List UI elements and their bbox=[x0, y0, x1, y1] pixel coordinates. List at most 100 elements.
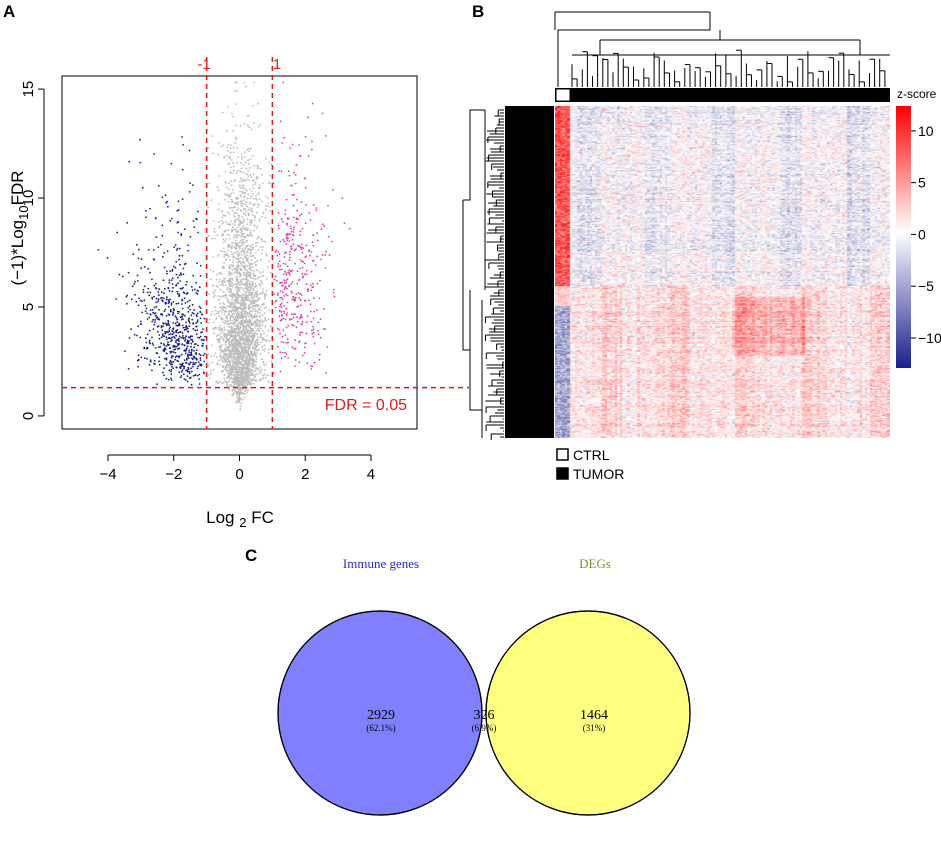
volcano-point-up bbox=[304, 342, 307, 345]
volcano-point-ns bbox=[266, 339, 268, 342]
heatmap-cells-container bbox=[555, 106, 890, 438]
volcano-point-ns bbox=[255, 324, 257, 326]
volcano-point-down bbox=[164, 194, 167, 197]
volcano-point-ns bbox=[223, 326, 226, 329]
volcano-point-up bbox=[285, 307, 288, 310]
volcano-point-up bbox=[299, 214, 301, 217]
volcano-point-down bbox=[176, 247, 179, 250]
volcano-point-down bbox=[167, 306, 170, 308]
volcano-point-down bbox=[190, 314, 193, 317]
volcano-point-down bbox=[193, 309, 196, 311]
volcano-point-ns bbox=[256, 323, 259, 326]
volcano-point-down bbox=[184, 338, 187, 341]
volcano-point-down bbox=[183, 367, 185, 370]
volcano-point-ns bbox=[257, 187, 260, 189]
volcano-point-ns bbox=[254, 344, 256, 347]
volcano-point-ns bbox=[267, 266, 269, 268]
volcano-point-down bbox=[185, 326, 187, 329]
volcano-point-ns bbox=[249, 283, 252, 286]
volcano-point-down bbox=[190, 286, 193, 288]
volcano-point-ns bbox=[264, 348, 267, 350]
volcano-point-down bbox=[158, 288, 161, 291]
volcano-point-ns bbox=[252, 346, 255, 349]
volcano-point-down bbox=[141, 300, 143, 303]
volcano-point-down bbox=[190, 383, 193, 386]
volcano-point-down bbox=[189, 335, 192, 338]
volcano-point-ns bbox=[226, 186, 228, 189]
volcano-point-down bbox=[174, 244, 177, 247]
volcano-point-down bbox=[164, 308, 167, 311]
volcano-point-ns bbox=[230, 367, 233, 369]
volcano-point-ns bbox=[235, 309, 238, 312]
volcano-point-ns bbox=[229, 195, 232, 198]
volcano-point-down bbox=[170, 370, 173, 373]
volcano-point-ns bbox=[249, 188, 251, 191]
x-axis-title-sub: 2 bbox=[239, 515, 246, 530]
volcano-point-ns bbox=[228, 234, 231, 237]
volcano-point-ns bbox=[218, 203, 220, 206]
volcano-point-ns bbox=[268, 161, 271, 164]
volcano-point-up bbox=[312, 234, 315, 237]
volcano-point-ns bbox=[244, 269, 247, 271]
volcano-point-ns bbox=[263, 240, 266, 243]
volcano-point-down bbox=[171, 268, 174, 271]
volcano-point-down bbox=[167, 299, 170, 302]
volcano-point-ns bbox=[265, 319, 267, 322]
volcano-point-ns bbox=[245, 306, 247, 308]
volcano-point-ns bbox=[244, 371, 247, 374]
volcano-point-ns bbox=[243, 336, 245, 339]
volcano-point-up bbox=[311, 286, 314, 289]
volcano-point-down bbox=[178, 293, 181, 295]
volcano-point-ns bbox=[220, 329, 223, 332]
volcano-point-ns bbox=[239, 190, 241, 193]
volcano-point-down bbox=[170, 217, 173, 220]
volcano-point-down bbox=[172, 328, 174, 331]
volcano-point-up bbox=[275, 279, 278, 282]
volcano-point-down bbox=[197, 231, 199, 234]
volcano-point-ns bbox=[240, 250, 243, 253]
volcano-point-up bbox=[273, 278, 276, 281]
volcano-point-ns bbox=[259, 246, 262, 249]
volcano-point-ns bbox=[215, 381, 218, 384]
volcano-point-down bbox=[165, 336, 168, 339]
volcano-point-ns bbox=[215, 338, 218, 341]
volcano-point-ns bbox=[223, 267, 225, 270]
volcano-point-ns bbox=[220, 220, 223, 222]
volcano-point-ns bbox=[241, 392, 243, 395]
volcano-point-ns bbox=[253, 302, 256, 305]
volcano-point-ns bbox=[239, 245, 242, 248]
volcano-point-down bbox=[200, 338, 203, 341]
volcano-point-up bbox=[325, 250, 327, 253]
volcano-point-ns bbox=[234, 375, 237, 377]
volcano-point-ns bbox=[232, 223, 235, 225]
volcano-point-ns bbox=[222, 221, 225, 224]
volcano-point-ns bbox=[239, 397, 241, 400]
volcano-point-down bbox=[196, 329, 199, 331]
volcano-point-up bbox=[325, 371, 327, 374]
volcano-point-ns bbox=[268, 260, 270, 263]
volcano-point-ns bbox=[219, 337, 222, 340]
volcano-point-ns bbox=[218, 221, 221, 223]
volcano-point-ns bbox=[221, 111, 224, 114]
volcano-point-up bbox=[273, 293, 276, 295]
volcano-point-up bbox=[292, 216, 295, 219]
volcano-point-ns bbox=[236, 399, 239, 402]
volcano-point-down bbox=[193, 312, 195, 315]
volcano-point-ns bbox=[214, 237, 216, 240]
volcano-point-ns bbox=[229, 361, 231, 364]
volcano-point-down bbox=[197, 344, 199, 347]
volcano-point-down bbox=[179, 280, 182, 282]
volcano-point-ns bbox=[254, 181, 257, 184]
volcano-point-ns bbox=[231, 159, 233, 161]
volcano-point-ns bbox=[265, 157, 267, 160]
volcano-point-ns bbox=[247, 212, 250, 215]
volcano-point-down bbox=[139, 161, 142, 164]
volcano-point-ns bbox=[263, 373, 266, 376]
volcano-point-ns bbox=[247, 270, 249, 273]
volcano-point-down bbox=[175, 316, 178, 319]
volcano-point-ns bbox=[236, 395, 238, 398]
volcano-point-down bbox=[177, 276, 179, 279]
volcano-point-down bbox=[155, 301, 158, 304]
legend-ctrl-label: CTRL bbox=[573, 447, 610, 463]
volcano-point-ns bbox=[242, 240, 245, 243]
